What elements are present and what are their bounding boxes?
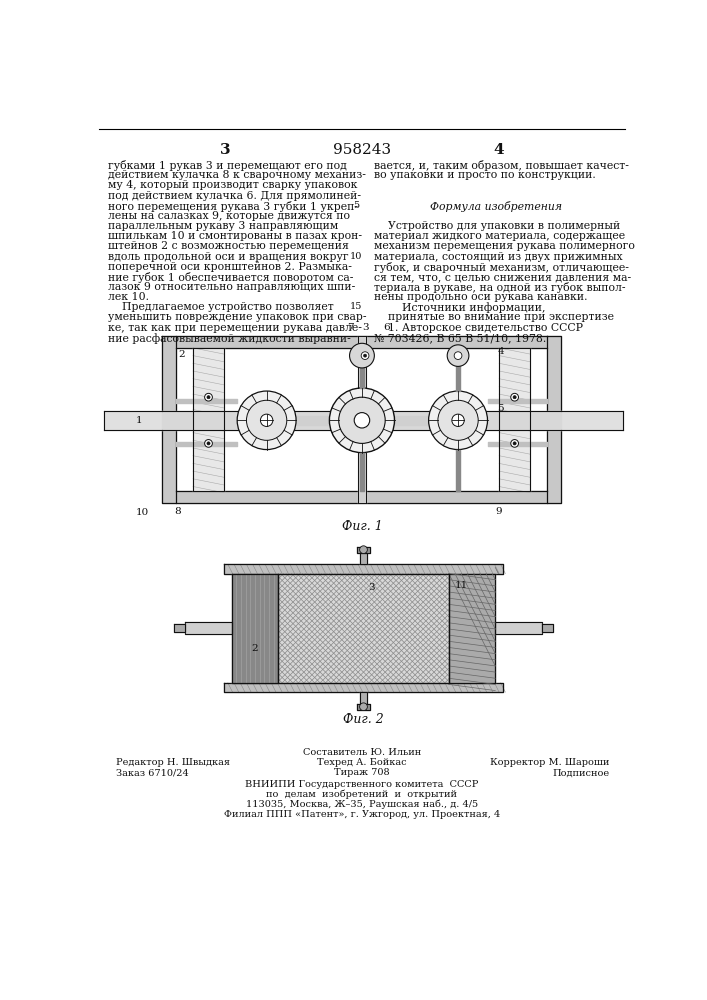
Circle shape [510, 393, 518, 401]
Circle shape [361, 352, 369, 359]
Text: 9: 9 [496, 507, 503, 516]
Text: № 703426, В 65 В 51/10, 1978.: № 703426, В 65 В 51/10, 1978. [373, 333, 546, 343]
Text: 3: 3 [363, 323, 369, 332]
Circle shape [360, 546, 368, 554]
Circle shape [510, 440, 518, 447]
Text: параллельным рукаву 3 направляющим: параллельным рукаву 3 направляющим [107, 221, 338, 231]
Circle shape [204, 393, 212, 401]
Circle shape [513, 442, 516, 445]
Text: уменьшить повреждение упаковок при свар-: уменьшить повреждение упаковок при свар- [107, 312, 366, 322]
Text: ке, так как при перемещении рукава давле-: ке, так как при перемещении рукава давле… [107, 323, 361, 333]
Text: 6: 6 [383, 323, 390, 332]
Text: 2: 2 [178, 350, 185, 359]
Text: 4: 4 [493, 143, 504, 157]
Text: Фиг. 2: Фиг. 2 [343, 713, 384, 726]
Circle shape [360, 703, 368, 711]
Circle shape [349, 343, 374, 368]
Text: лазок 9 относительно направляющих шпи-: лазок 9 относительно направляющих шпи- [107, 282, 355, 292]
Text: во упаковки и просто по конструкции.: во упаковки и просто по конструкции. [373, 170, 595, 180]
Circle shape [237, 391, 296, 450]
Circle shape [438, 400, 478, 440]
Text: материала, состоящий из двух прижимных: материала, состоящий из двух прижимных [373, 252, 622, 262]
Text: ся тем, что, с целью снижения давления ма-: ся тем, что, с целью снижения давления м… [373, 272, 631, 282]
Text: механизм перемещения рукава полимерного: механизм перемещения рукава полимерного [373, 241, 634, 251]
Circle shape [363, 354, 367, 357]
Circle shape [454, 352, 462, 359]
Text: поперечной оси кронштейнов 2. Размыка-: поперечной оси кронштейнов 2. Размыка- [107, 262, 351, 272]
Text: шпилькам 10 и смонтированы в пазах крон-: шпилькам 10 и смонтированы в пазах крон- [107, 231, 362, 241]
Text: вается, и, таким образом, повышает качест-: вается, и, таким образом, повышает качес… [373, 160, 629, 171]
Text: 5: 5 [353, 201, 359, 210]
Text: 958243: 958243 [333, 143, 391, 157]
Text: 15: 15 [349, 302, 362, 311]
Text: нены продольно оси рукава канавки.: нены продольно оси рукава канавки. [373, 292, 587, 302]
Circle shape [260, 414, 273, 426]
Text: Заказ 6710/24: Заказ 6710/24 [115, 768, 188, 777]
Text: ного перемещения рукава 3 губки 1 укреп-: ного перемещения рукава 3 губки 1 укреп- [107, 201, 358, 212]
Text: Составитель Ю. Ильин: Составитель Ю. Ильин [303, 748, 421, 757]
Text: Предлагаемое устройство позволяет: Предлагаемое устройство позволяет [107, 302, 334, 312]
Text: 3: 3 [368, 583, 375, 592]
Text: 113035, Москва, Ж–35, Раушская наб., д. 4/5: 113035, Москва, Ж–35, Раушская наб., д. … [246, 800, 478, 809]
Text: материал жидкого материала, содержащее: материал жидкого материала, содержащее [373, 231, 625, 241]
Circle shape [452, 414, 464, 426]
Text: 3: 3 [221, 143, 231, 157]
Text: губками 1 рукав 3 и перемещают его под: губками 1 рукав 3 и перемещают его под [107, 160, 346, 171]
Text: 11: 11 [455, 581, 468, 590]
Circle shape [204, 440, 212, 447]
Text: му 4, который производит сварку упаковок: му 4, который производит сварку упаковок [107, 180, 357, 190]
Text: 5: 5 [497, 404, 504, 413]
Text: 8: 8 [174, 507, 181, 516]
Text: по  делам  изобретений  и  открытий: по делам изобретений и открытий [267, 790, 457, 799]
Text: ние губок 1 обеспечивается поворотом са-: ние губок 1 обеспечивается поворотом са- [107, 272, 353, 283]
Text: ние расфасовываемой жидкости выравни-: ние расфасовываемой жидкости выравни- [107, 333, 351, 344]
Circle shape [513, 396, 516, 399]
Circle shape [339, 397, 385, 443]
Text: Редактор Н. Швыдкая: Редактор Н. Швыдкая [115, 758, 230, 767]
Text: Филиал ППП «Патент», г. Ужгород, ул. Проектная, 4: Филиал ППП «Патент», г. Ужгород, ул. Про… [224, 810, 500, 819]
Text: лек 10.: лек 10. [107, 292, 148, 302]
Text: Тираж 708: Тираж 708 [334, 768, 390, 777]
Circle shape [207, 396, 210, 399]
Text: 10: 10 [349, 252, 362, 261]
Circle shape [329, 388, 395, 453]
Text: Подписное: Подписное [552, 768, 609, 777]
Text: ВНИИПИ Государственного комитета  СССР: ВНИИПИ Государственного комитета СССР [245, 780, 479, 789]
Text: 7: 7 [347, 323, 354, 332]
Text: принятые во внимание при экспертизе: принятые во внимание при экспертизе [373, 312, 614, 322]
Text: действием кулачка 8 к сварочному механиз-: действием кулачка 8 к сварочному механиз… [107, 170, 366, 180]
Circle shape [428, 391, 488, 450]
Circle shape [247, 400, 287, 440]
Text: териала в рукаве, на одной из губок выпол-: териала в рукаве, на одной из губок выпо… [373, 282, 625, 293]
Text: 2: 2 [252, 644, 258, 653]
Text: штейнов 2 с возможностью перемещения: штейнов 2 с возможностью перемещения [107, 241, 349, 251]
Text: 10: 10 [136, 508, 149, 517]
Text: губок, и сварочный механизм, отличающее-: губок, и сварочный механизм, отличающее- [373, 262, 629, 273]
Text: 4: 4 [497, 347, 504, 356]
Circle shape [207, 442, 210, 445]
Text: 1. Авторское свидетельство СССР: 1. Авторское свидетельство СССР [373, 323, 583, 333]
Circle shape [448, 345, 469, 366]
Text: Корректор М. Шароши: Корректор М. Шароши [490, 758, 609, 767]
Text: Формула изобретения: Формула изобретения [430, 201, 561, 212]
Text: Техред А. Бойкас: Техред А. Бойкас [317, 758, 407, 767]
Text: Источники информации,: Источники информации, [373, 302, 545, 313]
Text: 1: 1 [136, 416, 142, 425]
Text: Устройство для упаковки в полимерный: Устройство для упаковки в полимерный [373, 221, 620, 231]
Circle shape [354, 413, 370, 428]
Text: под действием кулачка 6. Для прямолиней-: под действием кулачка 6. Для прямолиней- [107, 191, 361, 201]
Text: лены на салазках 9, которые движутся по: лены на салазках 9, которые движутся по [107, 211, 350, 221]
Text: вдоль продольной оси и вращения вокруг: вдоль продольной оси и вращения вокруг [107, 252, 349, 262]
Text: Фиг. 1: Фиг. 1 [341, 520, 382, 533]
